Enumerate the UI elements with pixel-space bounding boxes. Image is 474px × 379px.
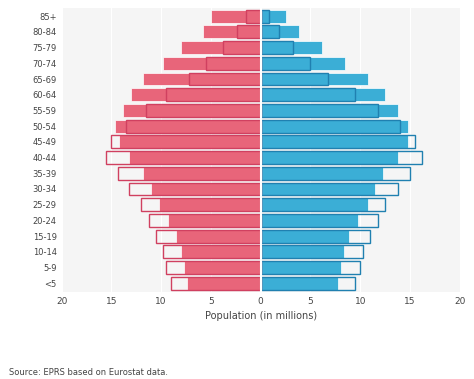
Bar xyxy=(261,88,385,101)
Bar xyxy=(261,73,368,86)
Bar xyxy=(181,245,261,258)
Bar xyxy=(176,230,261,243)
Bar xyxy=(119,135,261,148)
Bar xyxy=(261,245,344,258)
Bar xyxy=(159,198,261,211)
Bar xyxy=(184,261,261,274)
Bar xyxy=(261,41,322,54)
Bar xyxy=(261,167,383,180)
Bar xyxy=(261,10,285,23)
Bar xyxy=(123,104,261,117)
Bar xyxy=(261,214,358,227)
Bar xyxy=(261,198,368,211)
Bar xyxy=(261,183,375,196)
Bar xyxy=(261,261,341,274)
Bar xyxy=(143,167,261,180)
Bar xyxy=(187,277,261,290)
Bar xyxy=(261,104,398,117)
Bar xyxy=(261,57,345,70)
Bar xyxy=(181,41,261,54)
Bar xyxy=(115,120,261,133)
Bar xyxy=(131,88,261,101)
Bar xyxy=(261,277,338,290)
Bar xyxy=(168,214,261,227)
Bar xyxy=(261,230,349,243)
Bar xyxy=(129,151,261,164)
X-axis label: Population (in millions): Population (in millions) xyxy=(205,311,317,321)
Bar xyxy=(261,151,398,164)
Bar xyxy=(261,25,299,38)
Bar xyxy=(143,73,261,86)
Bar xyxy=(203,25,261,38)
Text: Source: EPRS based on Eurostat data.: Source: EPRS based on Eurostat data. xyxy=(9,368,168,377)
Bar xyxy=(261,120,408,133)
Bar xyxy=(163,57,261,70)
Bar xyxy=(211,10,261,23)
Bar xyxy=(261,135,408,148)
Bar xyxy=(151,183,261,196)
